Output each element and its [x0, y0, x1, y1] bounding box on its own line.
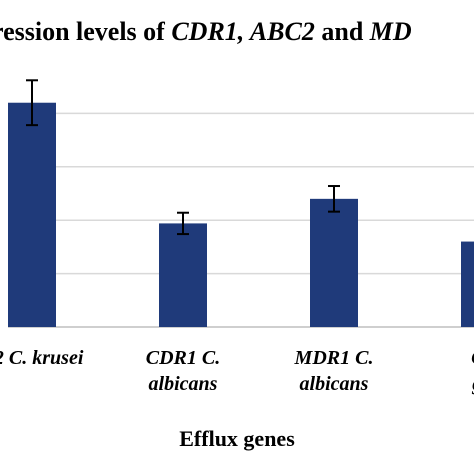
- x-tick-labels: C2 C. krusei CDR1 C.albicans MDR1 C.albica…: [0, 347, 474, 395]
- error-bar-2: [328, 185, 340, 213]
- x-tick-label-2: MDR1 C. albicans: [294, 347, 374, 395]
- error-bar-0: [26, 79, 38, 127]
- x-tick-label-0: C2 C. krusei: [0, 347, 84, 369]
- chart-title-part-0: ression levels of: [0, 17, 171, 46]
- x-tick-label-1: CDR1 C. albicans: [146, 347, 220, 395]
- x-axis-label: Efflux genes: [179, 426, 295, 451]
- grid-layer: [8, 112, 474, 275]
- bar-2: [310, 198, 358, 327]
- bar-3: [461, 241, 474, 327]
- bar-1: [159, 223, 207, 327]
- bar-0: [8, 102, 56, 327]
- bar-layer: [8, 79, 474, 327]
- chart-title-part-2: and: [315, 17, 370, 46]
- chart-title-part-3: MD: [369, 17, 412, 46]
- error-bar-1: [177, 211, 189, 236]
- chart-title-part-1: CDR1, ABC2: [171, 17, 315, 46]
- chart-title: ression levels of CDR1, ABC2 and MD: [0, 17, 412, 46]
- x-tick-label-3: CDgla: [471, 347, 474, 395]
